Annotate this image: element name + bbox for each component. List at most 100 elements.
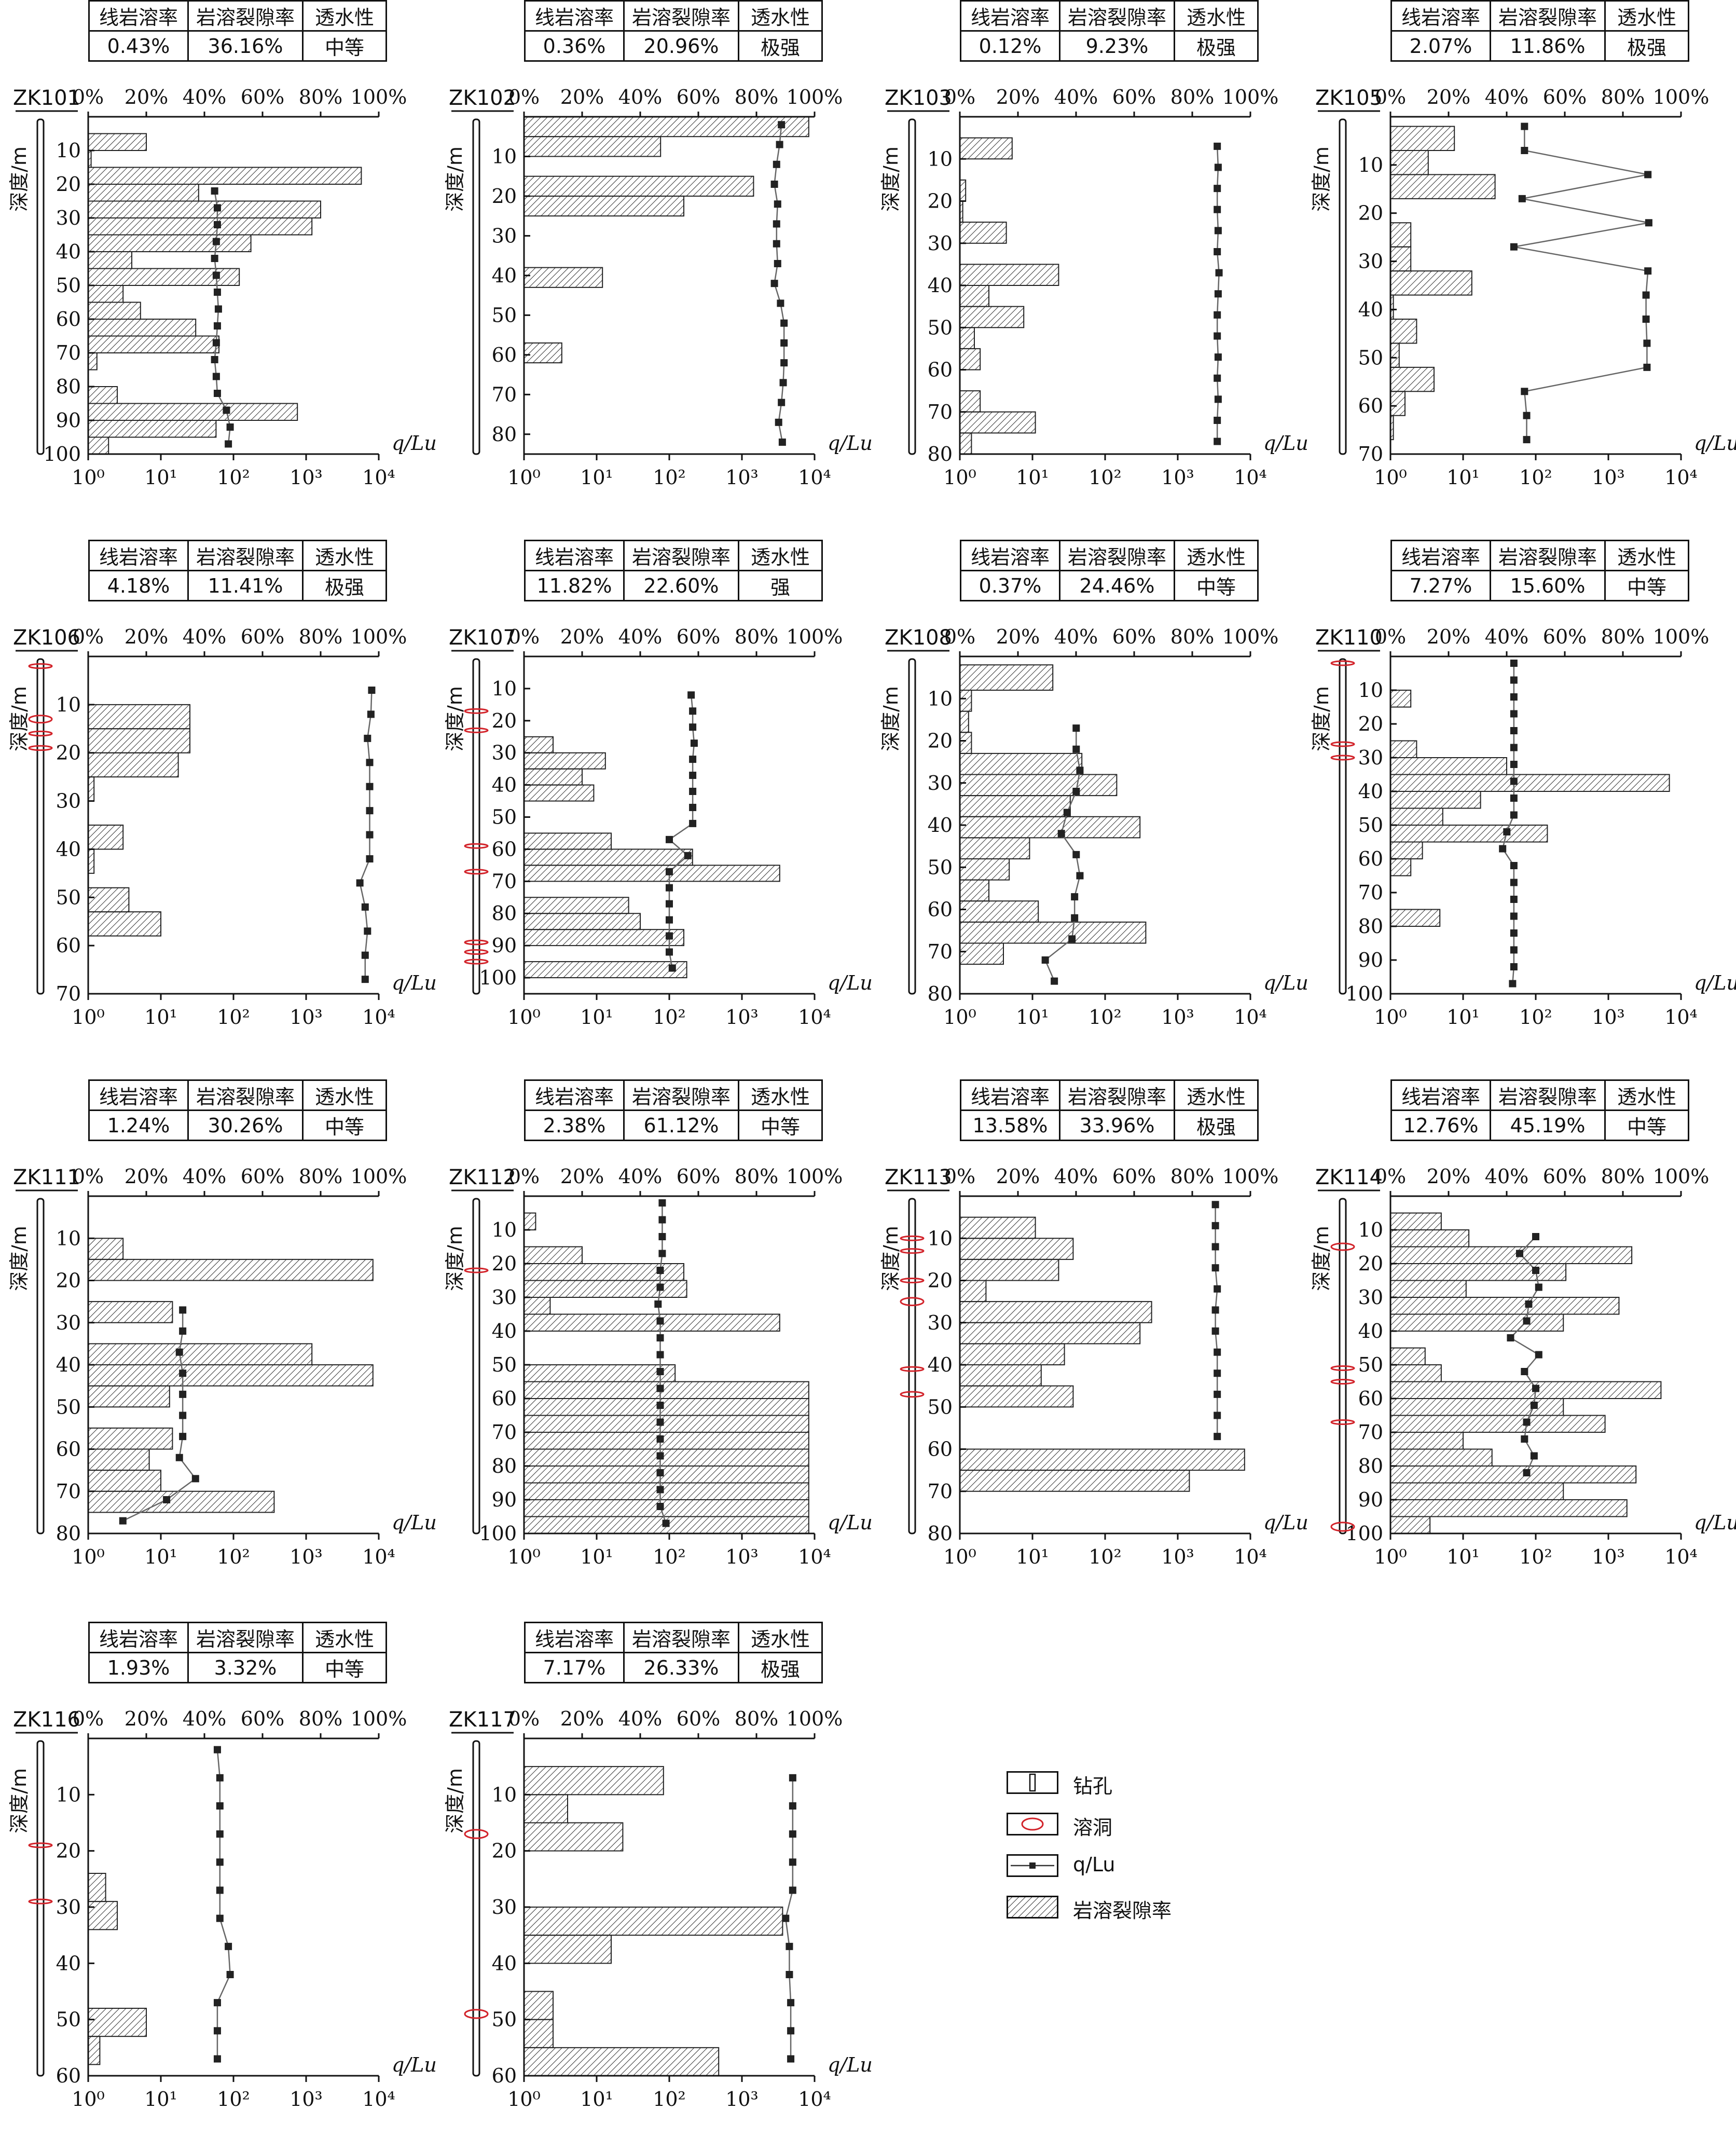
log-tick-label: 10³ xyxy=(725,466,759,489)
depth-tick-label: 60 xyxy=(492,1387,517,1410)
fracture-bar xyxy=(88,1873,106,1902)
q-point xyxy=(789,1774,796,1782)
pct-tick-label: 100% xyxy=(787,1165,843,1188)
depth-tick-label: 70 xyxy=(56,341,81,364)
borehole-chart: 0% 20% 40% 60% 80% 100% 10⁰ 10¹ 10² 10³ 10⁴ 10 20 30 4… xyxy=(1310,625,1736,1029)
q-point xyxy=(366,831,374,839)
log-tick-label: 10² xyxy=(217,2088,250,2111)
chart-panel-zk108: 线岩溶率 岩溶裂隙率 透水性 0.37% 24.46% 中等 0% 20% 40% 60% 80% 1… xyxy=(879,540,1308,1069)
pct-tick-label: 60% xyxy=(241,86,284,108)
cave-marker xyxy=(464,1267,489,1273)
fracture-bar xyxy=(959,285,989,307)
pct-tick-label: 0% xyxy=(944,625,975,648)
q-point xyxy=(1510,693,1518,701)
depth-tick-label: 20 xyxy=(928,1269,953,1292)
fracture-bar xyxy=(1390,757,1507,775)
fracture-bar xyxy=(523,2047,720,2076)
pct-tick-label: 100% xyxy=(1653,1165,1710,1188)
q-point xyxy=(216,1802,224,1810)
depth-axis-label: 深度/m xyxy=(879,146,902,212)
stats-table: 线岩溶率 岩溶裂隙率 透水性 0.43% 36.16% 中等 xyxy=(88,0,387,62)
depth-tick-label: 50 xyxy=(1358,814,1383,837)
borehole-column xyxy=(36,118,45,455)
stats-value: 1.93% xyxy=(88,1652,189,1683)
borehole-chart: 0% 20% 40% 60% 80% 100% 10⁰ 10¹ 10² 10³ 10⁴ 10 20 30 4… xyxy=(8,1707,437,2111)
cave-marker xyxy=(1330,755,1355,761)
q-point xyxy=(656,1435,664,1443)
pct-tick-label: 60% xyxy=(241,1707,284,1730)
q-point xyxy=(1063,809,1071,816)
stats-header: 线岩溶率 xyxy=(88,1079,189,1111)
stats-value: 22.60% xyxy=(623,570,739,601)
pct-tick-label: 40% xyxy=(183,86,226,108)
log-tick-label: 10³ xyxy=(290,1006,323,1029)
stats-value: 4.18% xyxy=(88,570,189,601)
legend-item-cave: 溶洞 xyxy=(1007,1809,1318,1840)
stats-header: 透水性 xyxy=(1604,0,1689,32)
fracture-bar xyxy=(959,390,981,413)
q-point xyxy=(782,1914,790,1922)
q-point xyxy=(226,423,234,431)
legend: 钻孔 溶洞 q/Lu 岩溶裂隙率 xyxy=(1007,1767,1318,1923)
q-point xyxy=(1510,777,1518,785)
q-point xyxy=(1510,879,1518,886)
depth-tick-label: 10 xyxy=(928,147,953,170)
stats-value: 极强 xyxy=(738,30,823,62)
log-tick-label: 10¹ xyxy=(144,1006,177,1029)
q-point xyxy=(1515,1250,1523,1257)
q-point xyxy=(366,759,374,766)
fracture-bar xyxy=(88,420,217,438)
chart-panel-zk105: 线岩溶率 岩溶裂隙率 透水性 2.07% 11.86% 极强 0% 20% 40% 60% 80% 1… xyxy=(1310,0,1736,529)
fracture-bar xyxy=(523,1907,783,1936)
cave-marker xyxy=(464,939,489,946)
q-point xyxy=(212,373,220,380)
depth-tick-label: 70 xyxy=(492,870,517,893)
depth-tick-label: 50 xyxy=(56,274,81,297)
fracture-bar xyxy=(1390,342,1400,368)
fracture-bar xyxy=(959,816,1141,839)
depth-tick-label: 40 xyxy=(1358,1320,1383,1342)
q-point xyxy=(656,1469,664,1476)
log-tick-label: 10³ xyxy=(290,2088,323,2111)
fracture-bar xyxy=(1390,1482,1564,1500)
depth-tick-label: 10 xyxy=(928,687,953,710)
fracture-bar xyxy=(959,179,967,202)
q-point xyxy=(1214,205,1221,213)
pct-tick-label: 100% xyxy=(351,86,407,108)
borehole-chart: 0% 20% 40% 60% 80% 100% 10⁰ 10¹ 10² 10³ 10⁴ 10 20 30 4… xyxy=(444,625,873,1029)
q-point xyxy=(1211,1222,1219,1229)
pct-tick-label: 80% xyxy=(735,1165,778,1188)
fracture-bar xyxy=(1390,1364,1442,1382)
depth-tick-label: 20 xyxy=(928,730,953,752)
q-series-line xyxy=(1513,126,1649,440)
depth-tick-label: 10 xyxy=(492,145,517,168)
q-point xyxy=(213,289,221,296)
stats-header: 岩溶裂隙率 xyxy=(187,1079,304,1111)
q-point xyxy=(179,1433,187,1441)
log-tick-label: 10⁰ xyxy=(1374,1545,1407,1568)
depth-axis-label: 深度/m xyxy=(444,146,466,212)
pct-tick-label: 40% xyxy=(1054,86,1098,108)
q-point xyxy=(778,439,786,446)
fracture-bar xyxy=(88,1301,173,1323)
depth-axis-label: 深度/m xyxy=(8,686,31,751)
q-point xyxy=(666,900,673,908)
fracture-bar xyxy=(88,1490,275,1513)
borehole-swatch-icon xyxy=(1007,1771,1058,1794)
fracture-bar xyxy=(1390,319,1417,344)
cave-marker xyxy=(464,958,489,965)
fracture-bar xyxy=(1390,841,1423,859)
fracture-bar xyxy=(88,1427,173,1450)
stats-header: 线岩溶率 xyxy=(524,540,625,571)
stats-header: 透水性 xyxy=(1174,0,1259,32)
fracture-bar xyxy=(523,1415,809,1433)
q-axis-label: q/Lu xyxy=(392,971,437,994)
q-point xyxy=(226,1971,234,1978)
q-point xyxy=(1510,710,1518,718)
cave-marker xyxy=(900,1248,925,1254)
q-point xyxy=(1518,195,1526,202)
log-tick-label: 10¹ xyxy=(144,1545,177,1568)
q-point xyxy=(361,951,369,959)
depth-tick-label: 60 xyxy=(928,359,953,381)
q-point xyxy=(662,1519,670,1527)
